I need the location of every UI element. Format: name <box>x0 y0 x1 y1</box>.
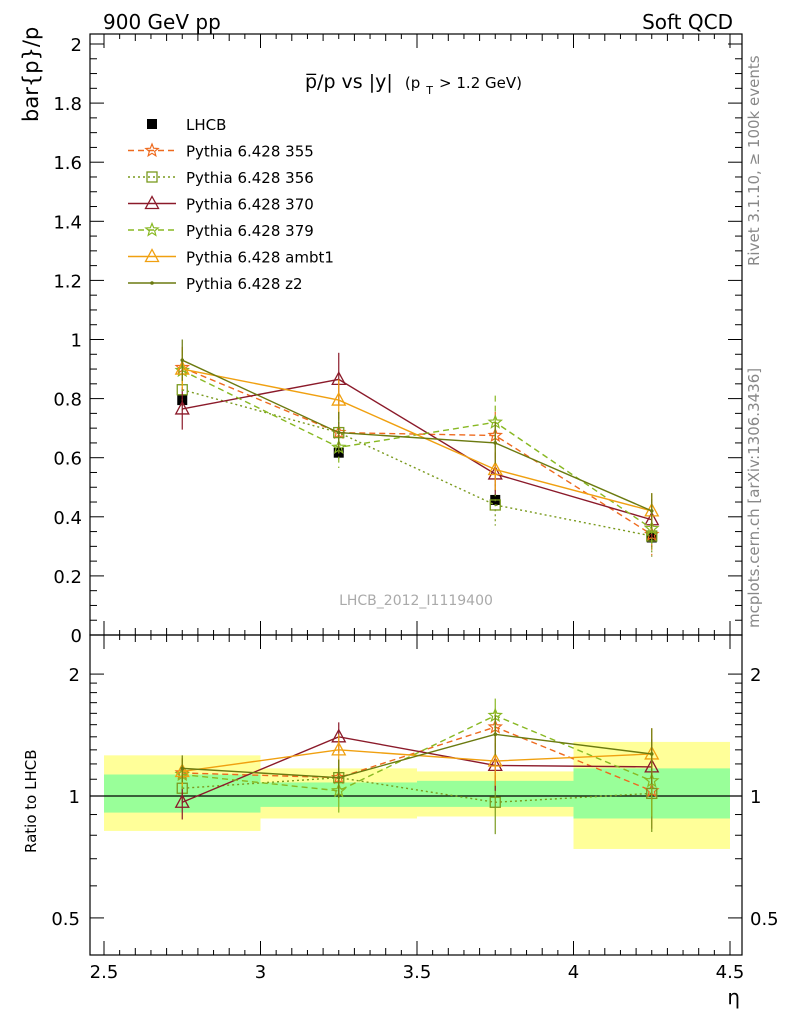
ratio-y-tick-label: 2 <box>69 665 80 686</box>
legend-entry-2: Pythia 6.428 356 <box>128 169 314 187</box>
marker-dot <box>336 430 341 435</box>
ratio-series-5 <box>180 715 654 798</box>
rivet-label: Rivet 3.1.10, ≥ 100k events <box>745 55 763 266</box>
main-series-2 <box>176 369 658 557</box>
marker-star <box>144 221 160 237</box>
x-tick-label: 3 <box>255 962 266 983</box>
ratio-series-line <box>182 776 652 803</box>
marker-star <box>643 520 660 536</box>
legend-entry-6: Pythia 6.428 z2 <box>128 275 303 293</box>
axes: 2.5 3 3.5 4 4.5 0 0.2 0.4 0.6 0.8 1 1.2 1.4 1.6 1.8 2 0.… <box>51 33 779 983</box>
series-line <box>181 359 653 512</box>
marker-open-square <box>146 171 158 183</box>
analysis-watermark: LHCB_2012_I1119400 <box>339 593 493 609</box>
marker-open-triangle <box>487 461 503 476</box>
marker-open-square <box>489 796 501 808</box>
main-series-3 <box>174 352 660 541</box>
header-left: 900 GeV pp <box>103 10 221 34</box>
chart-title-sub-index: T <box>425 84 433 97</box>
ratio-y-tick-label-right: 1 <box>750 787 761 808</box>
legend-label: Pythia 6.428 379 <box>186 222 314 240</box>
x-axis-label: η <box>727 985 740 1009</box>
marker-open-triangle <box>331 391 347 406</box>
marker-star <box>144 142 160 158</box>
main-series-1 <box>174 346 660 556</box>
legend: LHCB Pythia 6.428 355 Pythia 6.428 356 Pyth… <box>128 116 334 293</box>
legend-label: LHCB <box>186 116 226 134</box>
ratio-series-line <box>182 714 653 792</box>
main-series-5 <box>174 348 660 529</box>
legend-label: Pythia 6.428 356 <box>186 169 314 187</box>
main-series-4 <box>174 349 660 550</box>
ratio-series-line <box>182 726 653 792</box>
marker-dot <box>150 281 154 285</box>
marker-dot <box>493 441 498 445</box>
y-tick-label: 0.4 <box>53 508 82 529</box>
series-layer <box>174 339 660 835</box>
marker-open-triangle <box>487 752 503 767</box>
ratio-ylabel: Ratio to LHCB <box>22 749 40 853</box>
y-tick-label: 0.2 <box>53 567 82 588</box>
y-tick-label: 1.8 <box>53 94 82 115</box>
ratio-series-line <box>181 736 652 803</box>
marker-dot <box>493 732 498 737</box>
marker-dot <box>180 766 185 771</box>
series-line <box>182 368 652 512</box>
x-tick-label: 2.5 <box>90 962 119 983</box>
ratio-y-tick-label: 1 <box>69 787 80 808</box>
legend-label: Pythia 6.428 355 <box>186 143 314 161</box>
legend-entry-3: Pythia 6.428 370 <box>128 195 314 214</box>
main-series-6 <box>180 339 654 529</box>
marker-dot <box>180 358 185 362</box>
series-line <box>182 389 652 537</box>
series-line <box>181 366 653 536</box>
main-ylabel: bar{p}/p <box>19 27 43 122</box>
marker-open-triangle <box>331 741 347 756</box>
series-line <box>182 378 652 521</box>
x-tick-label: 4 <box>568 962 579 983</box>
header-right: Soft QCD <box>642 10 733 34</box>
marker-filled-square <box>147 119 157 129</box>
legend-label: Pythia 6.428 ambt1 <box>186 249 334 267</box>
chart-title-sub-tail: > 1.2 GeV) <box>439 74 522 92</box>
chart-title-sub: (p <box>405 74 420 92</box>
marker-open-triangle <box>174 400 190 415</box>
marker-dot <box>649 752 654 756</box>
ratio-frame <box>89 634 743 956</box>
ratio-series-line <box>182 733 652 779</box>
marker-open-square <box>489 499 501 511</box>
y-tick-label: 1.4 <box>53 212 82 233</box>
series-line <box>181 369 653 530</box>
legend-entry-5: Pythia 6.428 ambt1 <box>128 248 334 267</box>
main-series-0 <box>177 394 657 544</box>
chart-title-main: p̅/p vs |y| <box>305 71 393 93</box>
y-tick-label: 0.6 <box>53 449 82 470</box>
marker-dot <box>336 775 341 780</box>
ratio-uncertainty-bands <box>90 741 742 849</box>
y-tick-label: 1.6 <box>53 153 82 174</box>
legend-label: Pythia 6.428 z2 <box>186 275 303 293</box>
ratio-y-tick-label: 0.5 <box>51 909 80 930</box>
x-tick-label: 3.5 <box>403 962 432 983</box>
marker-open-triangle <box>144 195 160 210</box>
legend-entry-1: Pythia 6.428 355 <box>128 142 314 161</box>
chart-title: p̅/p vs |y| (p T > 1.2 GeV) <box>305 71 522 99</box>
y-tick-label: 1.2 <box>53 271 82 292</box>
marker-dot <box>649 509 654 513</box>
legend-entry-4: Pythia 6.428 379 <box>128 221 314 240</box>
x-tick-label: 4.5 <box>716 962 745 983</box>
marker-open-triangle <box>144 248 160 263</box>
y-tick-label: 1 <box>71 331 82 352</box>
mcplots-label: mcplots.cern.ch [arXiv:1306.3436] <box>745 367 763 628</box>
y-tick-label: 0.8 <box>53 390 82 411</box>
marker-open-triangle <box>174 793 190 808</box>
ratio-y-tick-label-right: 0.5 <box>750 909 779 930</box>
legend-entry-0: LHCB <box>147 116 226 134</box>
legend-label: Pythia 6.428 370 <box>186 196 314 214</box>
ratio-y-tick-label-right: 2 <box>750 665 761 686</box>
y-tick-label: 0 <box>71 626 82 647</box>
y-tick-label: 2 <box>71 35 82 56</box>
